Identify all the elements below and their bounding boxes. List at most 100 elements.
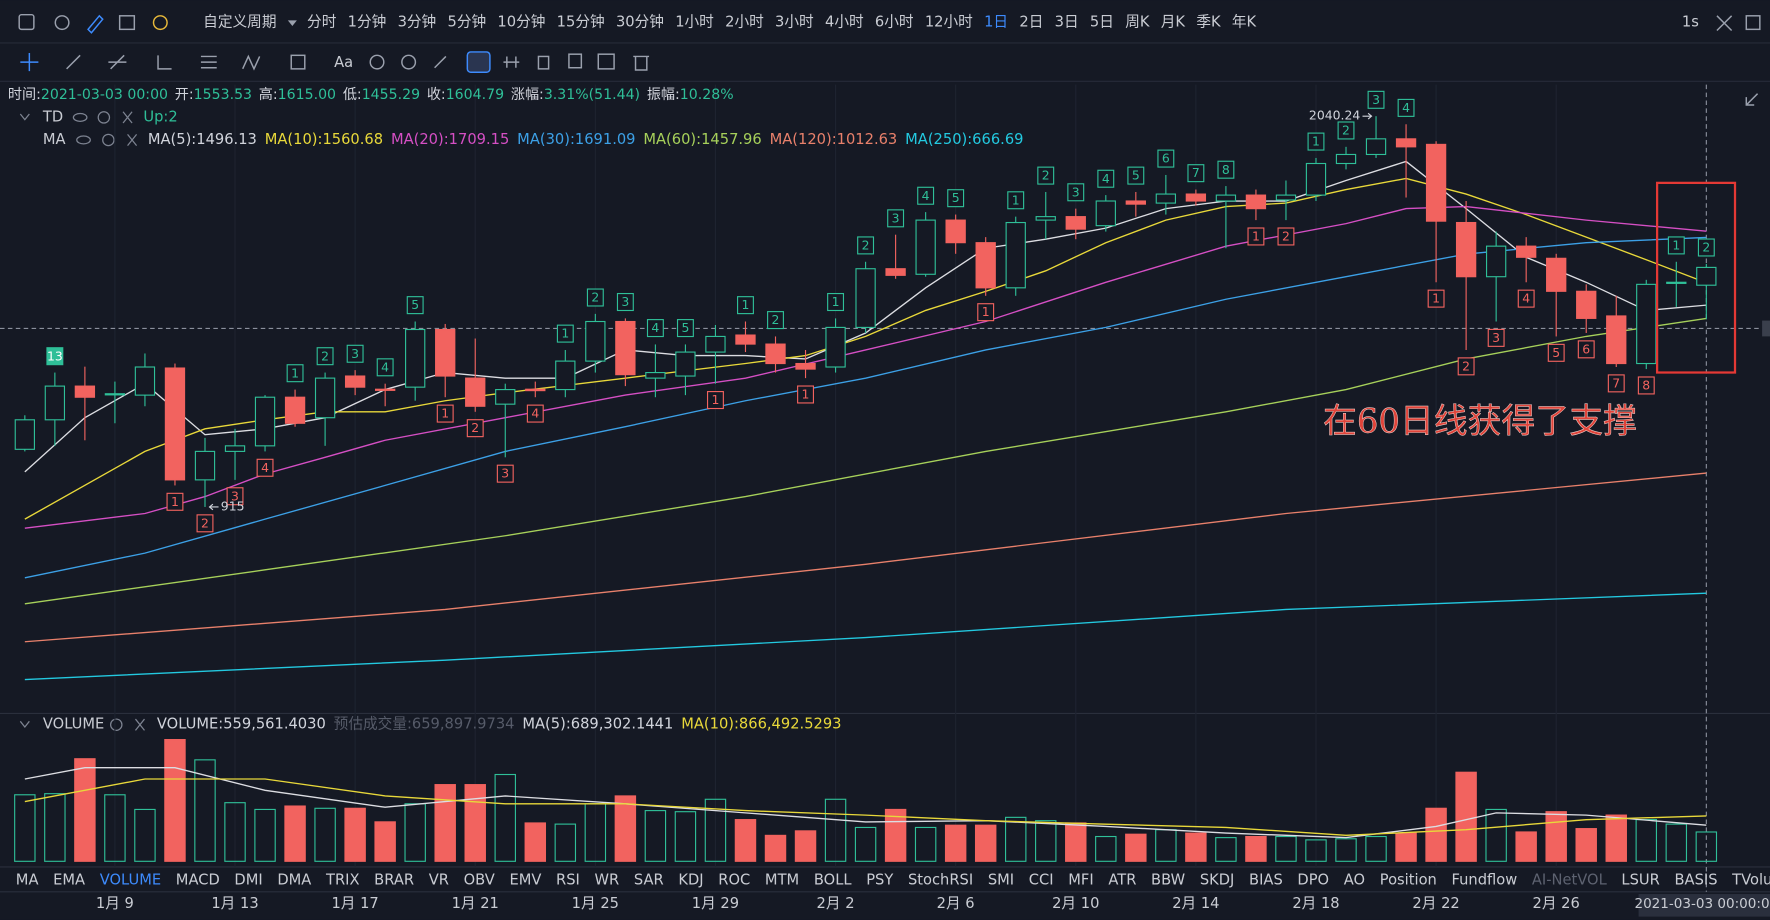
td-marker [1397,98,1415,117]
indicator-tab[interactable]: MTM [765,871,799,888]
icon[interactable] [102,133,115,147]
icon[interactable] [503,56,520,68]
icon[interactable] [87,14,104,34]
indicator-tab[interactable]: CCI [1029,871,1054,888]
icon[interactable] [537,55,550,70]
indicator-tab[interactable]: RSI [556,871,580,888]
icon[interactable] [290,54,306,70]
indicator-tab[interactable]: MACD [176,871,220,888]
icon[interactable] [127,133,138,147]
period-button[interactable]: 1日 [984,14,1008,31]
indicator-tab[interactable]: AO [1344,871,1365,888]
indicator-tab[interactable]: SMI [988,871,1014,888]
indicator-tab[interactable]: MFI [1068,871,1093,888]
icon[interactable] [200,55,217,69]
volume-bar [224,802,246,862]
period-button[interactable]: 10分钟 [497,14,545,31]
icon[interactable] [1745,15,1761,31]
td-count: 6 [1582,341,1590,356]
indicator-tab[interactable]: TVolume [1731,871,1770,888]
indicator-tab[interactable]: EMV [509,871,541,888]
period-button[interactable]: 3小时 [775,14,814,31]
icon[interactable] [1745,93,1759,106]
indicator-tab[interactable]: PSY [866,871,893,888]
custom-period[interactable]: 自定义周期 [203,14,276,31]
indicator-tab[interactable]: BBW [1151,871,1186,888]
period-button[interactable]: 12小时 [925,14,973,31]
indicator-tab[interactable]: MA [16,871,39,888]
period-button[interactable]: 季K [1196,14,1221,31]
period-button[interactable]: 分时 [307,14,337,31]
icon[interactable] [108,54,127,70]
icon[interactable] [633,55,650,71]
icon[interactable] [134,718,145,731]
icon[interactable] [54,15,70,31]
icon[interactable] [110,718,123,731]
td-marker [376,358,394,377]
indicator-tab[interactable]: ROC [718,871,750,888]
icon[interactable] [242,54,261,71]
indicator-tab[interactable]: DMA [277,871,311,888]
icon[interactable] [597,53,615,70]
candle-body [675,351,696,377]
period-button[interactable]: 5日 [1090,14,1114,31]
period-button[interactable]: 30分钟 [616,14,664,31]
indicator-tab[interactable]: SAR [634,871,664,888]
candle-body [254,396,276,447]
period-button[interactable]: 15分钟 [557,14,605,31]
period-button[interactable]: 3日 [1055,14,1079,31]
indicator-tab[interactable]: SKDJ [1200,871,1235,888]
indicator-tab[interactable]: VR [429,871,449,888]
icon[interactable] [157,55,172,70]
period-button[interactable]: 3分钟 [398,14,437,31]
icon[interactable] [118,15,136,31]
indicator-tab[interactable]: KDJ [678,871,703,888]
indicator-tab[interactable]: BRAR [374,871,414,888]
legend-icons[interactable] [19,111,145,731]
indicator-tab[interactable]: BOLL [814,871,852,888]
indicator-tab[interactable]: Position [1380,871,1437,888]
indicator-tab[interactable]: ATR [1108,871,1136,888]
icon[interactable] [72,112,88,122]
indicator-tab[interactable]: BASIS [1674,871,1717,888]
indicator-tab[interactable]: BIAS [1249,871,1283,888]
indicator-tab[interactable]: DPO [1297,871,1329,888]
icon[interactable] [18,13,35,31]
toolbar-icons[interactable] [18,13,1761,106]
icon[interactable] [369,54,385,70]
period-button[interactable]: 2小时 [725,14,764,31]
indicator-tab[interactable]: StochRSI [908,871,973,888]
icon[interactable] [122,111,133,124]
icon[interactable] [76,135,91,145]
indicator-tab[interactable]: AI-NetVOL [1532,871,1608,888]
period-button[interactable]: 1小时 [675,14,714,31]
indicator-tab[interactable]: Fundflow [1452,871,1518,888]
indicator-tab[interactable]: VOLUME [100,871,161,888]
indicator-tab[interactable]: WR [595,871,620,888]
period-button[interactable]: 6小时 [875,14,914,31]
indicator-tab[interactable]: TRIX [325,871,360,888]
period-button[interactable]: 2日 [1019,14,1043,31]
period-button[interactable]: 4小时 [825,14,864,31]
icon[interactable] [1716,15,1733,32]
period-button[interactable]: 年K [1232,14,1257,31]
text-tool[interactable]: Aa [334,54,353,71]
speed[interactable]: 1s [1682,14,1699,31]
icon[interactable] [434,55,447,69]
icon[interactable] [20,53,39,72]
icon[interactable] [97,111,111,124]
period-button[interactable]: 周K [1125,14,1150,31]
icon[interactable] [19,113,30,728]
indicator-tab[interactable]: OBV [464,871,495,888]
indicator-tab[interactable]: EMA [53,871,85,888]
icon[interactable] [152,15,168,31]
period-button[interactable]: 月K [1161,14,1186,31]
icon[interactable] [401,54,417,70]
period-button[interactable]: 1分钟 [348,14,387,31]
indicator-tab[interactable]: LSUR [1621,871,1659,888]
icon[interactable] [66,54,81,70]
period-button[interactable]: 5分钟 [448,14,487,31]
indicator-tab[interactable]: DMI [234,871,262,888]
icon[interactable] [568,53,583,69]
icon[interactable] [466,51,491,73]
